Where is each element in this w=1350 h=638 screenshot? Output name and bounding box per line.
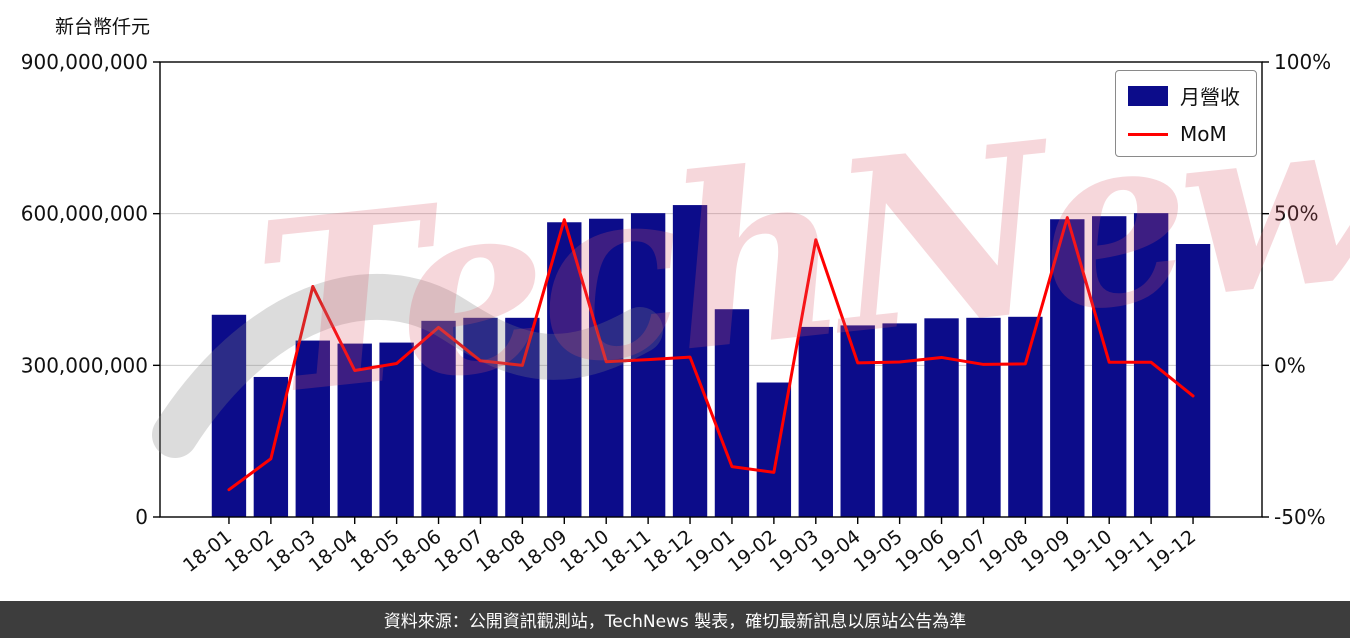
right-tick-label: 50% — [1274, 202, 1318, 226]
x-tick-label: 19-12 — [1143, 526, 1200, 577]
left-tick-label: 0 — [135, 505, 148, 529]
revenue-bar — [798, 326, 833, 517]
revenue-bar — [1175, 244, 1211, 517]
mom-line — [227, 216, 1195, 492]
right-tick-label: 100% — [1274, 50, 1331, 74]
revenue-bar — [1050, 219, 1085, 517]
revenue-bar — [1092, 216, 1127, 517]
legend-label-revenue: 月營收 — [1180, 85, 1240, 109]
revenue-bar — [505, 317, 540, 517]
left-tick-label: 600,000,000 — [21, 202, 148, 226]
revenue-bar — [966, 317, 1001, 517]
revenue-bar — [630, 213, 666, 517]
left-axis-title: 新台幣仟元 — [55, 16, 151, 38]
source-footer: 資料來源：公開資訊觀測站，TechNews 製表，確切最新訊息以原站公告為準 — [0, 601, 1350, 638]
revenue-bar — [924, 318, 959, 517]
monthly-revenue-chart: 0 300,000,000 600,000,000 900,000,000 -50% 0%… — [21, 50, 1331, 577]
revenue-bar — [1133, 213, 1169, 517]
revenue-bar — [589, 218, 624, 517]
bar-swatch-icon — [1128, 85, 1168, 106]
source-footer-text: 資料來源：公開資訊觀測站，TechNews 製表，確切最新訊息以原站公告為準 — [383, 612, 967, 632]
right-tick-label: 0% — [1274, 353, 1306, 377]
left-tick-label: 300,000,000 — [21, 353, 148, 377]
legend-item-mom: MoM — [1128, 122, 1240, 146]
revenue-bar — [463, 317, 498, 517]
revenue-bar — [547, 222, 582, 517]
revenue-bar — [379, 342, 414, 517]
revenue-bar — [211, 314, 247, 517]
revenue-bar — [714, 309, 750, 517]
legend-item-revenue: 月營收 — [1128, 81, 1240, 110]
revenue-bar — [337, 343, 372, 517]
revenue-bar — [840, 325, 875, 517]
revenue-bar — [253, 376, 289, 517]
plot-frame — [159, 61, 1263, 518]
chart-legend: 月營收 MoM — [1115, 70, 1257, 157]
revenue-bar — [295, 340, 330, 517]
left-tick-label: 900,000,000 — [21, 50, 148, 74]
revenue-bar — [882, 323, 917, 517]
line-swatch-icon — [1128, 132, 1168, 136]
right-tick-label: -50% — [1274, 505, 1326, 529]
legend-label-mom: MoM — [1180, 122, 1227, 146]
revenue-bar — [1008, 316, 1043, 517]
revenue-bar — [421, 320, 456, 517]
